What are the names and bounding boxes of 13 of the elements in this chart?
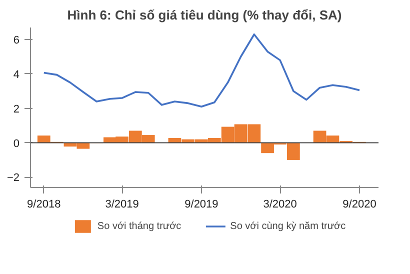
x-tick-label: 3/2020: [263, 198, 297, 210]
y-tick-label: 0: [13, 138, 20, 150]
legend-label: So với tháng trước: [97, 220, 182, 232]
x-tick-label: 9/2018: [27, 198, 61, 210]
x-tick-label: 9/2019: [184, 198, 218, 210]
x-tick-label: 3/2019: [105, 198, 139, 210]
y-tick-label: 4: [13, 68, 20, 81]
y-tick-label: −2: [6, 172, 20, 184]
legend-label: So với cùng kỳ năm trước: [230, 220, 346, 232]
chart-title: Hình 6: Chỉ số giá tiêu dùng (% thay đổi, SA): [67, 8, 342, 22]
y-tick-label: 2: [13, 103, 20, 116]
x-tick-label: 9/2020: [342, 198, 376, 210]
y-tick-label: 6: [13, 34, 20, 47]
